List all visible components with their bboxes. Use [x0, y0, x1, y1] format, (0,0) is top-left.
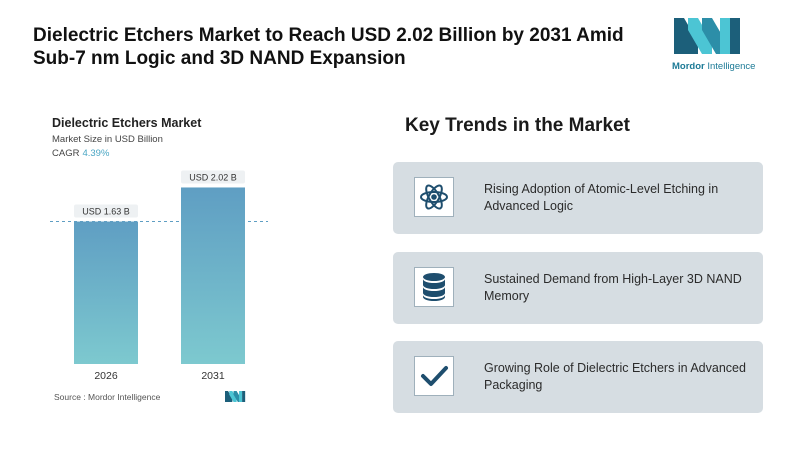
chart-source: Source : Mordor Intelligence: [54, 392, 161, 402]
database-icon: [423, 273, 445, 301]
data-label-bg: [74, 204, 138, 218]
bar-2026: [74, 221, 138, 364]
chart-cagr: CAGR 4.39%: [52, 148, 110, 159]
trend-icon-box: [414, 356, 454, 396]
data-label-bg: [181, 170, 245, 184]
chart-title: Dielectric Etchers Market: [52, 116, 202, 130]
trend-text: Sustained Demand from High-Layer 3D NAND…: [484, 272, 742, 303]
trend-icon-box: [414, 267, 454, 307]
trend-text: Rising Adoption of Atomic-Level Etching …: [484, 182, 719, 213]
mini-logo-icon: [225, 391, 246, 402]
x-tick-label-2026: 2026: [94, 370, 118, 382]
trend-text: Growing Role of Dielectric Etchers in Ad…: [484, 361, 746, 392]
trend-card-3: Growing Role of Dielectric Etchers in Ad…: [393, 341, 763, 413]
market-size-chart: USD 1.63 B 2026 USD 2.02 B 2031 Dielectric …: [42, 103, 282, 408]
chart-subtitle: Market Size in USD Billion: [52, 134, 163, 145]
data-label-2031: USD 2.02 B: [189, 172, 237, 182]
bar-chart-canvas: USD 1.63 B 2026 USD 2.02 B 2031: [50, 170, 268, 382]
checkmark-icon: [421, 366, 448, 386]
atom-icon: [420, 184, 448, 210]
x-tick-label-2031: 2031: [201, 370, 225, 382]
trend-card-1: Rising Adoption of Atomic-Level Etching …: [393, 162, 763, 234]
page-headline: Dielectric Etchers Market to Reach USD 2…: [33, 25, 624, 69]
trend-icon-box: [414, 177, 454, 217]
trend-card-2: Sustained Demand from High-Layer 3D NAND…: [393, 252, 763, 324]
data-label-2026: USD 1.63 B: [82, 207, 130, 217]
bar-2031: [181, 187, 245, 364]
logo-wordmark: Mordor Intelligence: [672, 61, 756, 72]
key-trends-title: Key Trends in the Market: [405, 115, 630, 136]
logo-mark-icon: [674, 18, 740, 54]
mordor-intelligence-logo: Mordor Intelligence: [672, 16, 756, 72]
